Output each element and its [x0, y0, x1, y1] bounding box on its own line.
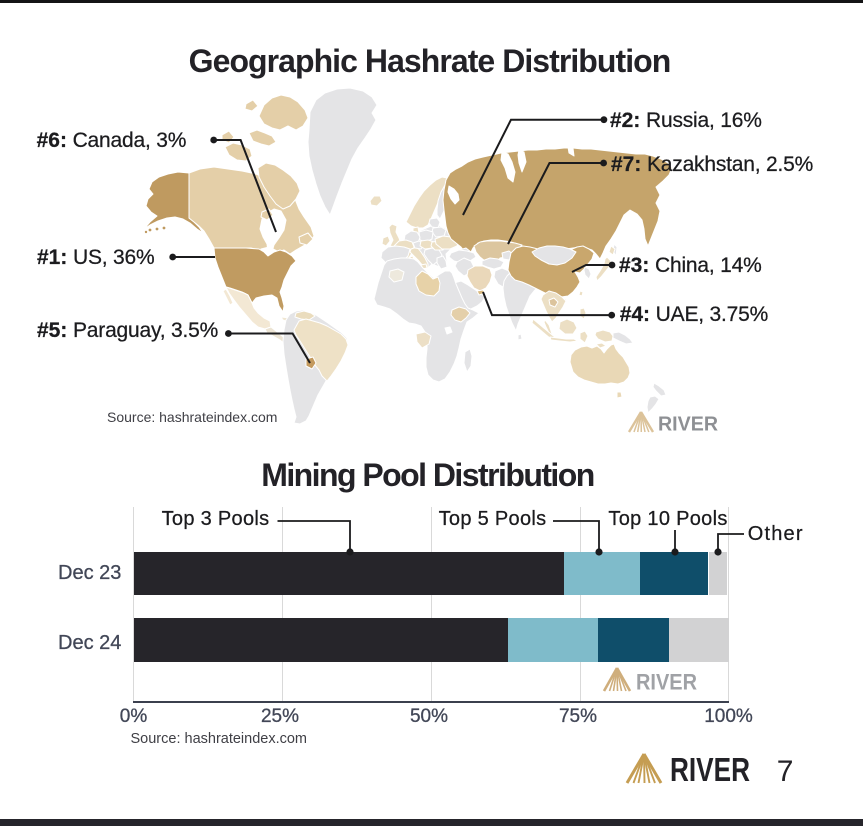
svg-text:7: 7 [777, 755, 794, 786]
svg-text:RIVER: RIVER [636, 670, 697, 695]
svg-text:RIVER: RIVER [658, 414, 719, 436]
svg-text:RIVER: RIVER [670, 752, 750, 786]
